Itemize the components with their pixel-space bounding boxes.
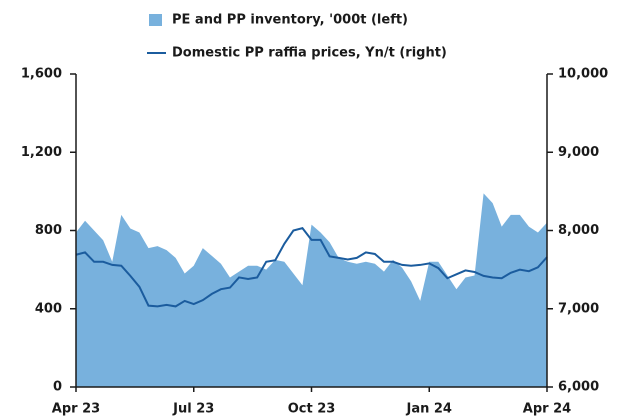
y-tick-label: 1,200 [21,145,62,160]
y-tick-label: 1,600 [21,67,62,82]
x-tick-label: Apr 24 [523,402,571,417]
legend-label: PE and PP inventory, '000t (left) [172,13,408,28]
y2-tick-label: 6,000 [558,380,599,395]
x-tick-label: Jul 23 [172,402,214,417]
y2-tick-label: 10,000 [558,67,608,82]
y-tick-label: 800 [35,223,62,238]
y2-tick-label: 9,000 [558,145,599,160]
price-line [75,227,548,308]
x-tick-label: Oct 23 [288,402,336,417]
x-tick-label: Apr 23 [52,402,100,417]
legend-swatch [149,14,162,26]
x-tick-label: Jan 24 [406,402,452,417]
inventory-area [76,193,547,387]
y2-tick-label: 8,000 [558,223,599,238]
y2-tick-label: 7,000 [558,301,599,316]
y-tick-label: 400 [35,301,62,316]
y-tick-label: 0 [53,380,62,395]
legend-label: Domestic PP raffia prices, Yn/t (right) [172,46,447,61]
